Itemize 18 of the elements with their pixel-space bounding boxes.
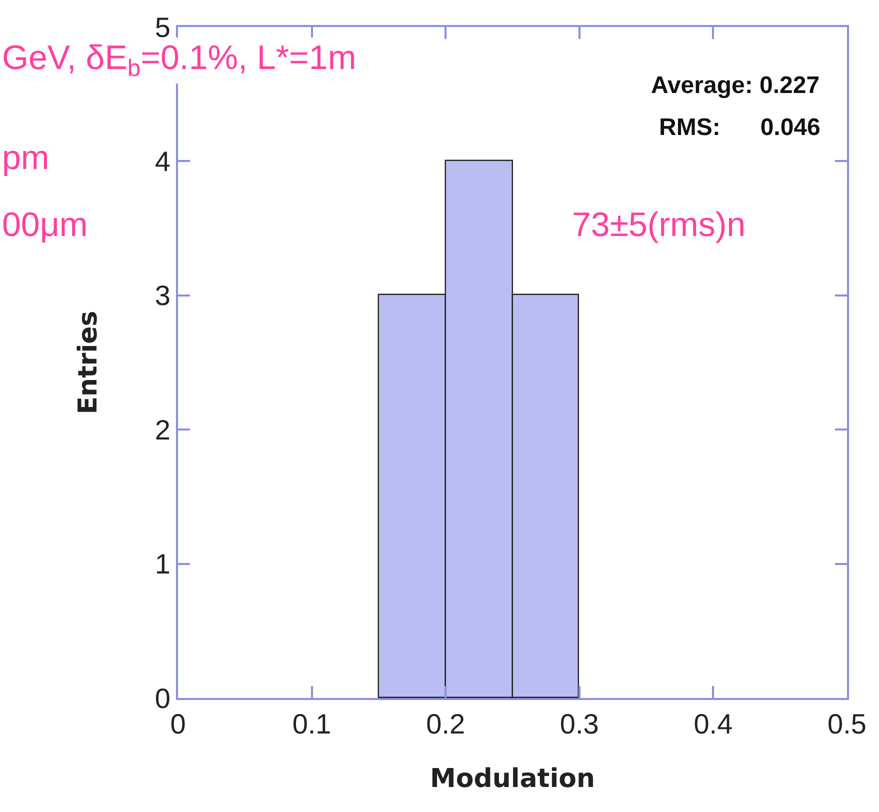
text: 00μm [2,206,88,244]
text: pm [2,139,50,177]
y-tick-label: 3 [154,280,170,312]
y-tick-label: 2 [154,414,170,446]
y-tick-label: 1 [154,548,170,580]
x-tick-label: 0.1 [292,708,332,740]
annotation: Average: 0.227 [651,72,820,99]
annotation: RMS: 0.046 [659,114,820,141]
y-tick-label: 0 [154,682,170,714]
y-axis-title: Entries [74,310,104,414]
y-tick-label: 4 [154,146,170,177]
annotation: GeV, δE$_{b}$=0.1%, L*=1m [2,39,356,82]
x-tick-label: 0.3 [560,708,599,740]
x-tick-label: 0.2 [426,708,466,740]
x-axis-title: Modulation [430,764,596,794]
annotation: 73±5(rms)n [572,206,746,244]
x-tick-label: 0.5 [828,708,866,740]
x-tick-label: 0.4 [694,708,733,740]
